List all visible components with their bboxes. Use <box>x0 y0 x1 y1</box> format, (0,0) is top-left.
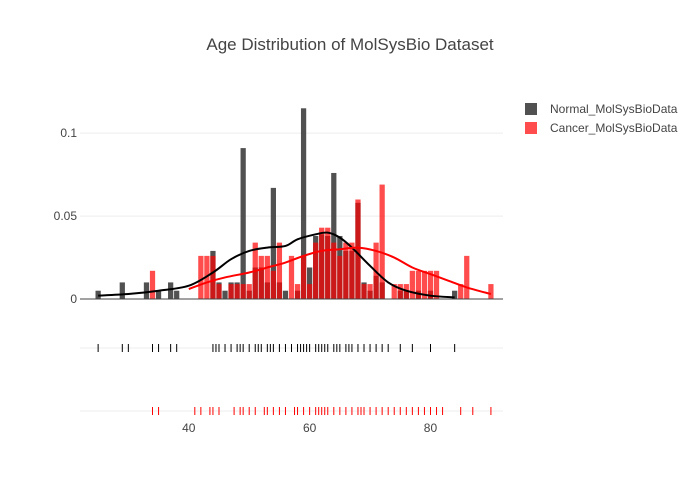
normal-kde-curve[interactable] <box>98 231 455 299</box>
cancer-histogram-bar[interactable] <box>300 255 307 299</box>
chart-title: Age Distribution of MolSysBio Dataset <box>206 35 494 54</box>
normal-histogram-bar[interactable] <box>174 290 180 299</box>
normal-histogram-bar[interactable] <box>307 267 313 299</box>
normal-histogram-bar[interactable] <box>168 282 174 299</box>
cancer-histogram-bar[interactable] <box>319 227 325 299</box>
cancer-histogram-bar[interactable] <box>240 284 246 299</box>
x-tick-label: 80 <box>424 421 438 435</box>
legend-swatch <box>525 103 537 115</box>
axis-layer: 0 0.05 0.1 40 60 80 <box>54 126 503 435</box>
normal-histogram-bar[interactable] <box>452 290 458 299</box>
legend-swatch <box>525 122 537 134</box>
y-tick-label: 0.1 <box>60 126 77 140</box>
cancer-histogram-bar[interactable] <box>433 270 440 299</box>
cancer-histogram-bar[interactable] <box>325 227 331 299</box>
cancer-histogram-bar[interactable] <box>379 184 385 299</box>
cancer-histogram-bar[interactable] <box>264 255 270 299</box>
cancer-histogram-bar[interactable] <box>307 284 313 299</box>
cancer-histogram-bar[interactable] <box>415 270 422 299</box>
cancer-histogram-bar[interactable] <box>149 270 156 299</box>
cancer-histogram-bar[interactable] <box>294 284 301 299</box>
cancer-histogram-bar[interactable] <box>427 270 434 299</box>
normal-histogram-bar[interactable] <box>240 148 246 299</box>
x-tick-label: 60 <box>303 421 317 435</box>
normal-histogram-bar[interactable] <box>143 282 150 299</box>
cancer-histogram-bar[interactable] <box>391 284 397 299</box>
cancer-kde-curve[interactable] <box>188 246 492 295</box>
legend[interactable]: Normal_MolSysBioData Cancer_MolSysBioData <box>525 102 678 135</box>
normal-histogram-bar[interactable] <box>282 290 289 299</box>
normal-histogram-bar[interactable] <box>222 290 228 299</box>
cancer-histogram-bar[interactable] <box>313 242 319 299</box>
cancer-histogram-bar[interactable] <box>276 242 283 299</box>
cancer-histogram-bar[interactable] <box>355 199 361 300</box>
cancer-histogram-bar[interactable] <box>421 270 428 299</box>
cancer-histogram-bar[interactable] <box>464 255 470 299</box>
cancer-histogram-bar[interactable] <box>258 255 264 299</box>
cancer-histogram-bar[interactable] <box>367 284 373 299</box>
cancer-histogram-bar[interactable] <box>458 284 464 299</box>
cancer-histogram-bar[interactable] <box>409 270 415 299</box>
cancer-histogram-bar[interactable] <box>331 242 337 299</box>
cancer-histogram-bar[interactable] <box>343 242 349 299</box>
bars-layer <box>95 108 494 300</box>
legend-item-cancer[interactable]: Cancer_MolSysBioData <box>525 121 678 135</box>
cancer-histogram-bar[interactable] <box>361 284 367 299</box>
cancer-histogram-bar[interactable] <box>210 255 216 299</box>
cancer-histogram-bar[interactable] <box>288 255 295 299</box>
grid-layer <box>80 132 503 217</box>
cancer-histogram-bar[interactable] <box>488 284 494 299</box>
cancer-histogram-bar[interactable] <box>349 242 355 299</box>
cancer-histogram-bar[interactable] <box>270 270 276 299</box>
cancer-histogram-bar[interactable] <box>198 255 204 299</box>
y-tick-label: 0 <box>70 292 77 306</box>
normal-histogram-bar[interactable] <box>331 172 337 299</box>
cancer-histogram-bar[interactable] <box>246 284 252 299</box>
rug-layer <box>80 344 503 415</box>
cancer-histogram-bar[interactable] <box>234 284 240 299</box>
cancer-histogram-bar[interactable] <box>397 284 403 299</box>
legend-item-normal[interactable]: Normal_MolSysBioData <box>525 102 678 116</box>
normal-histogram-bar[interactable] <box>119 282 125 299</box>
cancer-histogram-bar[interactable] <box>216 284 222 299</box>
y-tick-label: 0.05 <box>54 209 78 223</box>
legend-label: Cancer_MolSysBioData <box>550 121 678 135</box>
normal-histogram-bar[interactable] <box>270 187 276 299</box>
kde-layer <box>98 231 492 299</box>
normal-histogram-bar[interactable] <box>155 290 162 299</box>
x-tick-label: 40 <box>182 421 196 435</box>
cancer-histogram-bar[interactable] <box>228 284 234 299</box>
normal-histogram-bar[interactable] <box>300 108 307 300</box>
cancer-histogram-bar[interactable] <box>337 255 343 299</box>
legend-label: Normal_MolSysBioData <box>550 102 678 116</box>
